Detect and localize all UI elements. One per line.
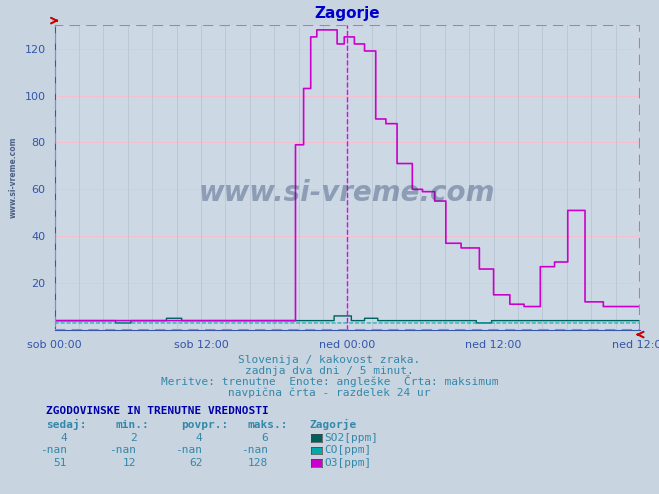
Title: Zagorje: Zagorje (314, 6, 380, 21)
Text: povpr.:: povpr.: (181, 420, 229, 430)
Text: SO2[ppm]: SO2[ppm] (324, 433, 378, 443)
Text: min.:: min.: (115, 420, 149, 430)
Text: -nan: -nan (109, 446, 136, 455)
Text: www.si-vreme.com: www.si-vreme.com (199, 179, 496, 207)
Text: 2: 2 (130, 433, 136, 443)
Text: ZGODOVINSKE IN TRENUTNE VREDNOSTI: ZGODOVINSKE IN TRENUTNE VREDNOSTI (46, 406, 269, 416)
Text: Slovenija / kakovost zraka.: Slovenija / kakovost zraka. (239, 355, 420, 365)
Text: Meritve: trenutne  Enote: angleške  Črta: maksimum: Meritve: trenutne Enote: angleške Črta: … (161, 375, 498, 387)
Text: 6: 6 (262, 433, 268, 443)
Text: 128: 128 (248, 458, 268, 468)
Text: -nan: -nan (241, 446, 268, 455)
Text: Zagorje: Zagorje (310, 419, 357, 430)
Text: -nan: -nan (40, 446, 67, 455)
Text: CO[ppm]: CO[ppm] (324, 446, 372, 455)
Text: 12: 12 (123, 458, 136, 468)
Text: zadnja dva dni / 5 minut.: zadnja dva dni / 5 minut. (245, 366, 414, 376)
Text: www.si-vreme.com: www.si-vreme.com (9, 137, 18, 218)
Text: maks.:: maks.: (247, 420, 287, 430)
Text: 4: 4 (61, 433, 67, 443)
Text: -nan: -nan (175, 446, 202, 455)
Text: navpična črta - razdelek 24 ur: navpična črta - razdelek 24 ur (228, 387, 431, 398)
Text: 51: 51 (54, 458, 67, 468)
Text: O3[ppm]: O3[ppm] (324, 458, 372, 468)
Text: 4: 4 (196, 433, 202, 443)
Text: 62: 62 (189, 458, 202, 468)
Text: sedaj:: sedaj: (46, 419, 86, 430)
